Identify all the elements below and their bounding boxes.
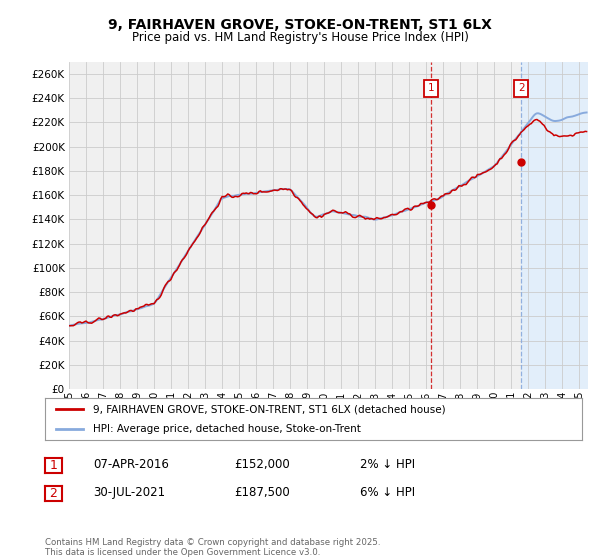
Text: £187,500: £187,500: [234, 486, 290, 500]
Text: HPI: Average price, detached house, Stoke-on-Trent: HPI: Average price, detached house, Stok…: [94, 424, 361, 434]
Text: 1: 1: [49, 459, 58, 472]
Text: 07-APR-2016: 07-APR-2016: [93, 458, 169, 472]
Text: 30-JUL-2021: 30-JUL-2021: [93, 486, 165, 500]
Bar: [521, 62, 588, 389]
Text: £152,000: £152,000: [234, 458, 290, 472]
Text: 2: 2: [49, 487, 58, 500]
Text: 2% ↓ HPI: 2% ↓ HPI: [360, 458, 415, 472]
Text: 6% ↓ HPI: 6% ↓ HPI: [360, 486, 415, 500]
Text: 9, FAIRHAVEN GROVE, STOKE-ON-TRENT, ST1 6LX (detached house): 9, FAIRHAVEN GROVE, STOKE-ON-TRENT, ST1 …: [94, 404, 446, 414]
Text: 1: 1: [428, 83, 434, 94]
Text: 2: 2: [518, 83, 524, 94]
Text: Contains HM Land Registry data © Crown copyright and database right 2025.
This d: Contains HM Land Registry data © Crown c…: [45, 538, 380, 557]
Text: Price paid vs. HM Land Registry's House Price Index (HPI): Price paid vs. HM Land Registry's House …: [131, 31, 469, 44]
Text: 9, FAIRHAVEN GROVE, STOKE-ON-TRENT, ST1 6LX: 9, FAIRHAVEN GROVE, STOKE-ON-TRENT, ST1 …: [108, 18, 492, 32]
